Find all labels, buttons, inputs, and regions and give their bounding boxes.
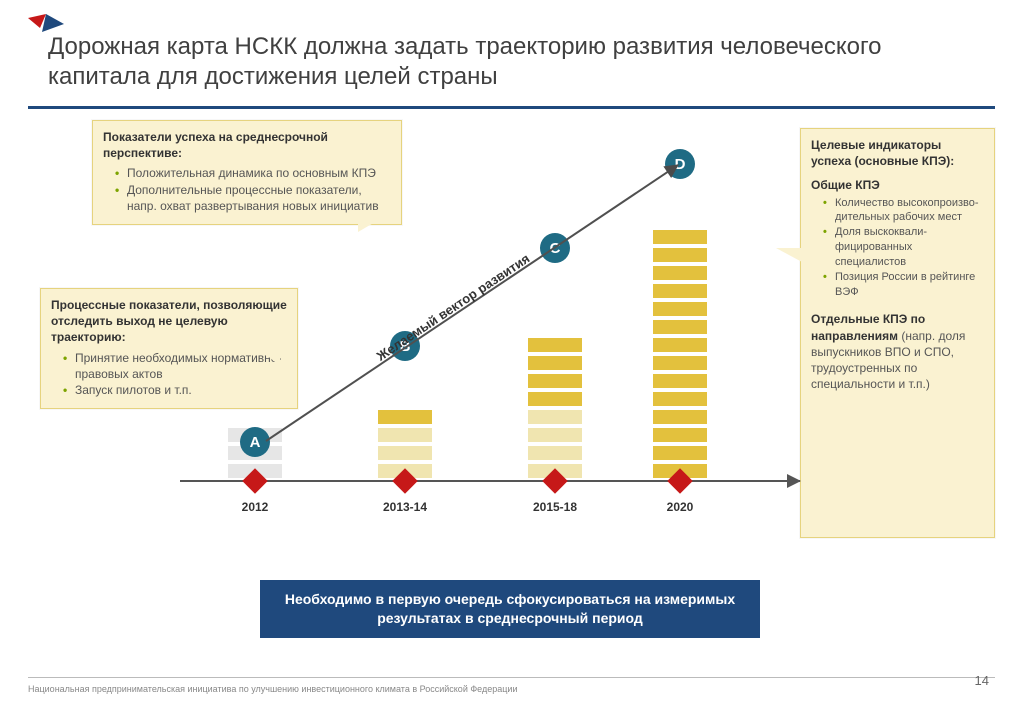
list-item: Доля выскоквали-фицированных специалисто… (823, 225, 984, 270)
x-axis-label: 2020 (667, 500, 694, 514)
bar-segment (528, 428, 582, 442)
bar-segment (653, 302, 707, 316)
trajectory-marker: A (240, 427, 270, 457)
logo-red-shard (28, 14, 46, 28)
footer-text: Национальная предпринимательская инициат… (28, 677, 995, 694)
x-axis-label: 2013-14 (383, 500, 427, 514)
bar-segment (378, 428, 432, 442)
callout-header: Целевые индикаторы успеха (основные КПЭ)… (811, 137, 984, 169)
bar-segment (528, 374, 582, 388)
growth-arrow-label: Желаемый вектор развития (374, 251, 533, 364)
bar-segment (528, 338, 582, 352)
bar-segment (378, 446, 432, 460)
bar-segment (653, 374, 707, 388)
page-number: 14 (975, 673, 989, 688)
logo-blue-shard (42, 14, 64, 32)
bar-segment (528, 392, 582, 406)
section-header: Общие КПЭ (811, 177, 984, 193)
bar-segment (653, 230, 707, 244)
page-title: Дорожная карта НСКК должна задать траект… (48, 32, 983, 92)
bar-segment (653, 284, 707, 298)
bar-segment (653, 410, 707, 424)
roadmap-chart: 2012A2013-14B2015-18C2020DЖелаемый векто… (180, 130, 800, 550)
x-axis-label: 2012 (242, 500, 269, 514)
title-rule (28, 106, 995, 109)
bar-segment (653, 338, 707, 352)
list-item: Количество высокопроизво-дительных рабоч… (823, 196, 984, 226)
callout-target-kpi: Целевые индикаторы успеха (основные КПЭ)… (800, 128, 995, 538)
bar-segment (653, 248, 707, 262)
callout-list: Количество высокопроизво-дительных рабоч… (811, 196, 984, 300)
bar-segment (653, 266, 707, 280)
x-axis-label: 2015-18 (533, 500, 577, 514)
bar-segment (528, 356, 582, 370)
bar-column (528, 338, 582, 478)
bar-column (653, 230, 707, 478)
section-paragraph: Отдельные КПЭ по направлениям (напр. дол… (811, 311, 984, 392)
bar-segment (378, 410, 432, 424)
focus-banner: Необходимо в первую очередь сфокусироват… (260, 580, 760, 638)
x-axis (180, 480, 800, 482)
bar-segment (653, 356, 707, 370)
bar-segment (653, 446, 707, 460)
bar-segment (528, 410, 582, 424)
bar-segment (528, 446, 582, 460)
bar-segment (653, 392, 707, 406)
bar-segment (653, 320, 707, 334)
list-item: Позиция России в рейтинге ВЭФ (823, 270, 984, 300)
bar-segment (653, 428, 707, 442)
